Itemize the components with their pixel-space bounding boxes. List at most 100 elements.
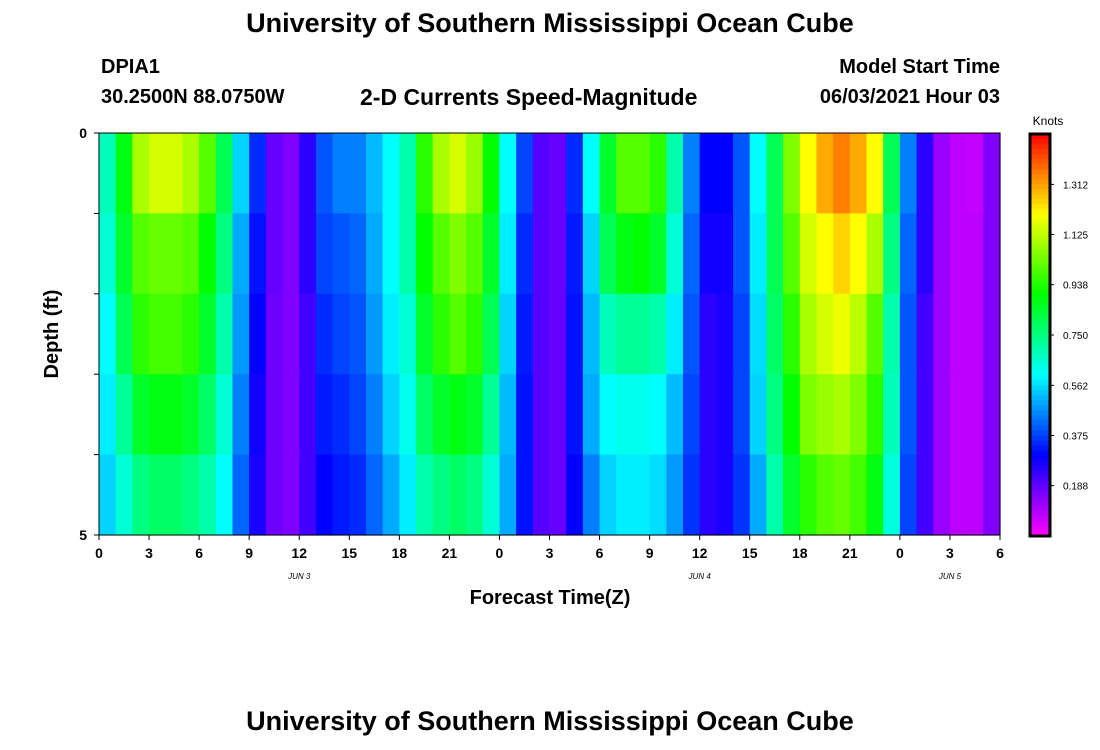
heatmap-cell xyxy=(733,454,751,536)
heatmap-cell xyxy=(549,374,567,456)
colorbar-segment xyxy=(1030,169,1050,175)
colorbar-segment xyxy=(1030,470,1050,477)
heatmap-cell xyxy=(315,133,334,214)
heatmap-cell xyxy=(115,293,133,375)
x-tick-label: 18 xyxy=(392,545,408,561)
colorbar-tick-label: 0.938 xyxy=(1063,281,1088,292)
heatmap-cell xyxy=(566,133,584,214)
heatmap-cell xyxy=(99,293,117,375)
page-title: University of Southern Mississippi Ocean… xyxy=(246,8,854,38)
x-tick-label: 0 xyxy=(896,545,904,561)
colorbar-segment xyxy=(1030,455,1050,462)
heatmap-cell xyxy=(599,213,617,295)
colorbar-segment xyxy=(1030,274,1050,281)
heatmap-cell xyxy=(949,374,968,456)
colorbar-segment xyxy=(1030,269,1050,276)
heatmap-cell xyxy=(199,293,217,375)
heatmap-cell xyxy=(933,293,951,375)
heatmap-cell xyxy=(215,374,234,456)
heatmap-cell xyxy=(799,454,818,536)
heatmap-cell xyxy=(532,293,551,375)
heatmap-cell xyxy=(482,374,501,456)
colorbar-segment xyxy=(1030,345,1050,351)
heatmap-cell xyxy=(849,374,868,456)
heatmap-cell xyxy=(799,374,818,456)
heatmap-cell xyxy=(199,454,217,536)
heatmap-cell xyxy=(632,213,651,295)
date-label: JUN 4 xyxy=(688,572,712,581)
heatmap-cell xyxy=(866,213,884,295)
heatmap-cell xyxy=(182,213,200,295)
colorbar-segment xyxy=(1030,329,1050,336)
heatmap-cell xyxy=(899,374,918,456)
heatmap-cell xyxy=(132,454,150,536)
heatmap-cell xyxy=(115,133,133,214)
colorbar-segment xyxy=(1030,309,1050,316)
colorbar-segment xyxy=(1030,365,1050,371)
heatmap-cell xyxy=(466,293,484,375)
heatmap-cell xyxy=(799,213,818,295)
heatmap-cell xyxy=(382,374,400,456)
model-start-value: 06/03/2021 Hour 03 xyxy=(819,86,1000,108)
colorbar-segment xyxy=(1030,204,1050,210)
heatmap-cell xyxy=(499,454,517,536)
heatmap-cell xyxy=(966,293,984,375)
heatmap-cell xyxy=(582,213,601,295)
heatmap-cell xyxy=(983,133,1001,214)
colorbar-segment xyxy=(1030,340,1050,346)
heatmap-cell xyxy=(149,293,167,375)
heatmap-cell xyxy=(799,293,818,375)
heatmap-cell xyxy=(966,454,984,536)
heatmap-cell xyxy=(199,213,217,295)
colorbar-segment xyxy=(1030,415,1050,422)
chart-title: 2-D Currents Speed-Magnitude xyxy=(360,84,698,110)
heatmap-cell xyxy=(899,454,918,536)
heatmap-cell xyxy=(99,133,117,214)
heatmap-cell xyxy=(165,213,184,295)
heatmap-cell xyxy=(949,454,968,536)
heatmap-cell xyxy=(749,133,768,214)
colorbar-segment xyxy=(1030,355,1050,361)
heatmap-cell xyxy=(99,374,117,456)
heatmap-cell xyxy=(282,213,300,295)
heatmap-cell xyxy=(182,133,200,214)
colorbar-segment xyxy=(1030,360,1050,366)
heatmap-cell xyxy=(883,293,901,375)
colorbar-segment xyxy=(1030,229,1050,236)
heatmap-cell xyxy=(532,133,551,214)
heatmap-cell xyxy=(699,293,717,375)
heatmap-cell xyxy=(666,454,684,536)
x-tick-label: 3 xyxy=(946,545,954,561)
heatmap-cell xyxy=(149,133,167,214)
heatmap-cell xyxy=(582,293,601,375)
colorbar-segment xyxy=(1030,510,1050,517)
x-tick-label: 6 xyxy=(996,545,1004,561)
colorbar-segment xyxy=(1030,324,1050,331)
heatmap-cell xyxy=(265,213,284,295)
x-tick-label: 18 xyxy=(792,545,808,561)
heatmap-cell xyxy=(249,374,267,456)
heatmap-cell xyxy=(399,133,417,214)
heatmap-cell xyxy=(249,293,267,375)
heatmap-cell xyxy=(416,133,434,214)
colorbar-segment xyxy=(1030,134,1050,140)
colorbar-segment xyxy=(1030,335,1050,341)
heatmap-cell xyxy=(766,454,784,536)
heatmap-cell xyxy=(666,133,684,214)
heatmap-cell xyxy=(249,133,267,214)
y-tick-label: 5 xyxy=(79,527,87,543)
x-tick-label: 0 xyxy=(496,545,504,561)
station-id: DPIA1 xyxy=(101,56,160,78)
heatmap-cell xyxy=(733,213,751,295)
heatmap-cell xyxy=(916,133,934,214)
colorbar-segment xyxy=(1030,264,1050,271)
heatmap-cell xyxy=(199,374,217,456)
heatmap-cell xyxy=(899,213,918,295)
heatmap-cell xyxy=(416,213,434,295)
heatmap-cell xyxy=(232,133,250,214)
heatmap-cell xyxy=(365,133,384,214)
heatmap-cell xyxy=(432,133,450,214)
colorbar-segment xyxy=(1030,390,1050,396)
heatmap-cell xyxy=(866,374,884,456)
